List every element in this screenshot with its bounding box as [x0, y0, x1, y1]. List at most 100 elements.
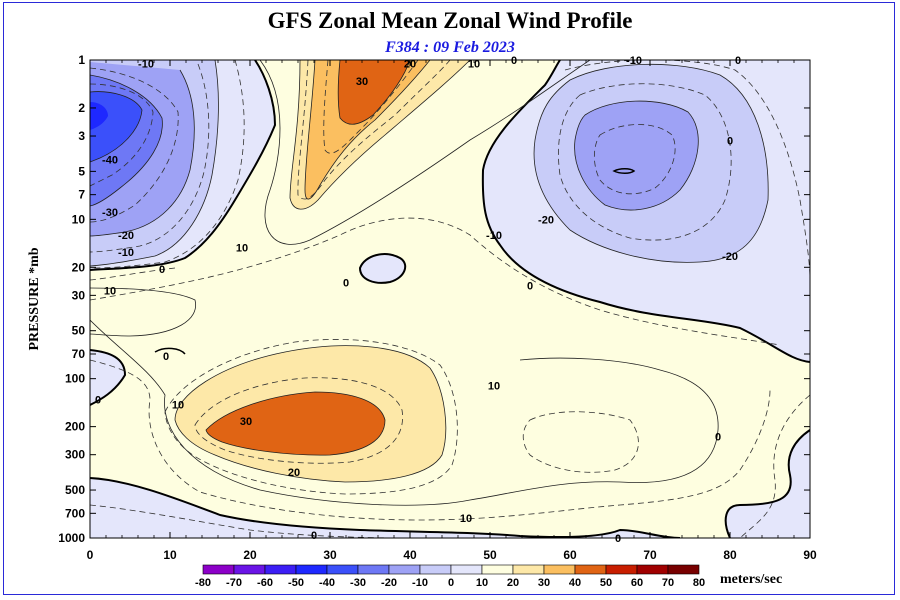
contour-pos20-upper	[289, 60, 471, 210]
fill-neg-small	[360, 254, 406, 283]
colorbar-swatch	[481, 564, 514, 575]
colorbar-swatch	[326, 564, 359, 575]
colorbar-swatch	[605, 564, 638, 575]
colorbar-swatch	[419, 564, 452, 575]
dash-pos25-lower	[194, 377, 403, 464]
dash-neg35-left	[90, 83, 154, 187]
y-tick-label: 7	[78, 188, 85, 202]
colorbar-swatch	[512, 564, 545, 575]
x-tick-label: 90	[803, 548, 817, 562]
x-tick-label: 10	[163, 548, 177, 562]
y-tick-label: 30	[72, 288, 86, 302]
fill-neg-bottom	[90, 478, 680, 538]
contour-label: 10	[488, 380, 500, 392]
y-tick-label: 10	[72, 212, 86, 226]
contour-label: 30	[240, 416, 252, 428]
colorbar-tick-label: 70	[662, 577, 674, 589]
x-tick-label: 30	[323, 548, 337, 562]
dash-pos5-lower	[90, 359, 771, 521]
fill-pos-upper-40	[338, 60, 410, 125]
colorbar-tick-label: -70	[226, 577, 242, 589]
chart-subtitle: F384 : 09 Feb 2023	[384, 39, 515, 56]
dash-neg5-left	[90, 60, 245, 269]
zero-contour-tiny	[154, 347, 186, 355]
y-axis-label: PRESSURE *mb	[27, 247, 42, 350]
contour-label: 10	[460, 513, 472, 525]
plot-border	[89, 59, 811, 539]
contour-label: 0	[511, 55, 517, 67]
zero-contour-left	[90, 60, 277, 271]
fill-neg-left-50	[90, 102, 108, 130]
contour-label: -10	[138, 58, 154, 70]
y-tick-label: 50	[72, 324, 86, 338]
colorbar-swatch	[543, 564, 576, 575]
x-tick-label: 40	[403, 548, 417, 562]
y-tick-label: 1	[78, 53, 85, 67]
contour-pos10-lower	[90, 319, 719, 506]
y-tick-label: 1000	[58, 531, 85, 545]
contour-label: 0	[527, 280, 533, 292]
y-tick-label: 200	[65, 420, 85, 434]
contour-label: 10	[104, 286, 116, 298]
colorbar-swatch	[450, 564, 483, 575]
chart-title: GFS Zonal Mean Zonal Wind Profile	[268, 8, 633, 33]
contour-neg10-left	[90, 60, 219, 267]
contour-label: 10	[468, 58, 480, 70]
colorbar: -80 -70 -60 -50 -40 -30 -20 -10 0 10 20 30 40 50 60 70 8…	[195, 564, 705, 589]
contour-pos10-stub	[90, 287, 197, 337]
dash-pos5-topleft	[90, 267, 176, 281]
contour-neg30-left	[90, 74, 163, 207]
fill-neg-right-20	[574, 101, 699, 210]
contour-label: 0	[163, 351, 169, 363]
x-tick-label: 0	[87, 548, 94, 562]
colorbar-swatch	[295, 564, 328, 575]
y-tick-label: 5	[78, 164, 85, 178]
contour-label: -10	[118, 247, 134, 259]
colorbar-swatch	[233, 564, 266, 575]
zero-contour-left-lower	[90, 349, 127, 406]
colorbar-swatch	[636, 564, 669, 575]
dash-pos15-right	[522, 411, 639, 473]
zero-contour-small	[358, 253, 407, 284]
colorbar-tick-label: -40	[319, 577, 335, 589]
contour-labels: -10-40-30-20-10010001030201001003020100-…	[95, 55, 741, 545]
x-axis: 0 10 20 30 40 50 60 70 80 90	[87, 60, 817, 562]
x-tick-label: 60	[563, 548, 577, 562]
contour-pos30-lower	[205, 391, 386, 456]
colorbar-swatch	[388, 564, 421, 575]
contour-neg20-right	[574, 100, 699, 211]
figure-frame	[3, 2, 895, 595]
colorbar-tick-label: 30	[538, 577, 550, 589]
y-tick-label: 100	[65, 372, 85, 386]
dash-neg15-right	[558, 83, 732, 241]
x-tick-label: 80	[723, 548, 737, 562]
colorbar-tick-label: -50	[288, 577, 304, 589]
zero-contour-right	[481, 60, 810, 363]
colorbar-swatch	[202, 564, 235, 575]
contour-label: 20	[288, 467, 300, 479]
contour-label: 0	[735, 55, 741, 67]
contour-neg20-left	[90, 69, 195, 237]
colorbar-tick-label: 60	[631, 577, 643, 589]
fill-pos-upper-30	[305, 60, 430, 200]
y-tick-label: 2	[78, 101, 85, 115]
contour-label: 10	[236, 242, 248, 254]
dash-neg5-right	[564, 60, 810, 281]
contour-fills	[90, 60, 810, 538]
y-tick-label: 300	[65, 448, 85, 462]
dash-pos5-mid	[90, 217, 781, 346]
colorbar-tick-label: -60	[257, 577, 273, 589]
colorbar-tick-label: -20	[381, 577, 397, 589]
contour-label: -20	[118, 230, 134, 242]
contour-label: 30	[356, 76, 368, 88]
colorbar-swatch	[357, 564, 390, 575]
x-tick-label: 20	[243, 548, 257, 562]
contour-neg40-left	[90, 91, 143, 163]
colorbar-tick-label: -10	[412, 577, 428, 589]
colorbar-tick-label: 10	[476, 577, 488, 589]
contour-pos10-upper	[259, 60, 591, 245]
fill-neg-left-lower	[90, 350, 125, 405]
y-tick-label: 3	[78, 129, 85, 143]
